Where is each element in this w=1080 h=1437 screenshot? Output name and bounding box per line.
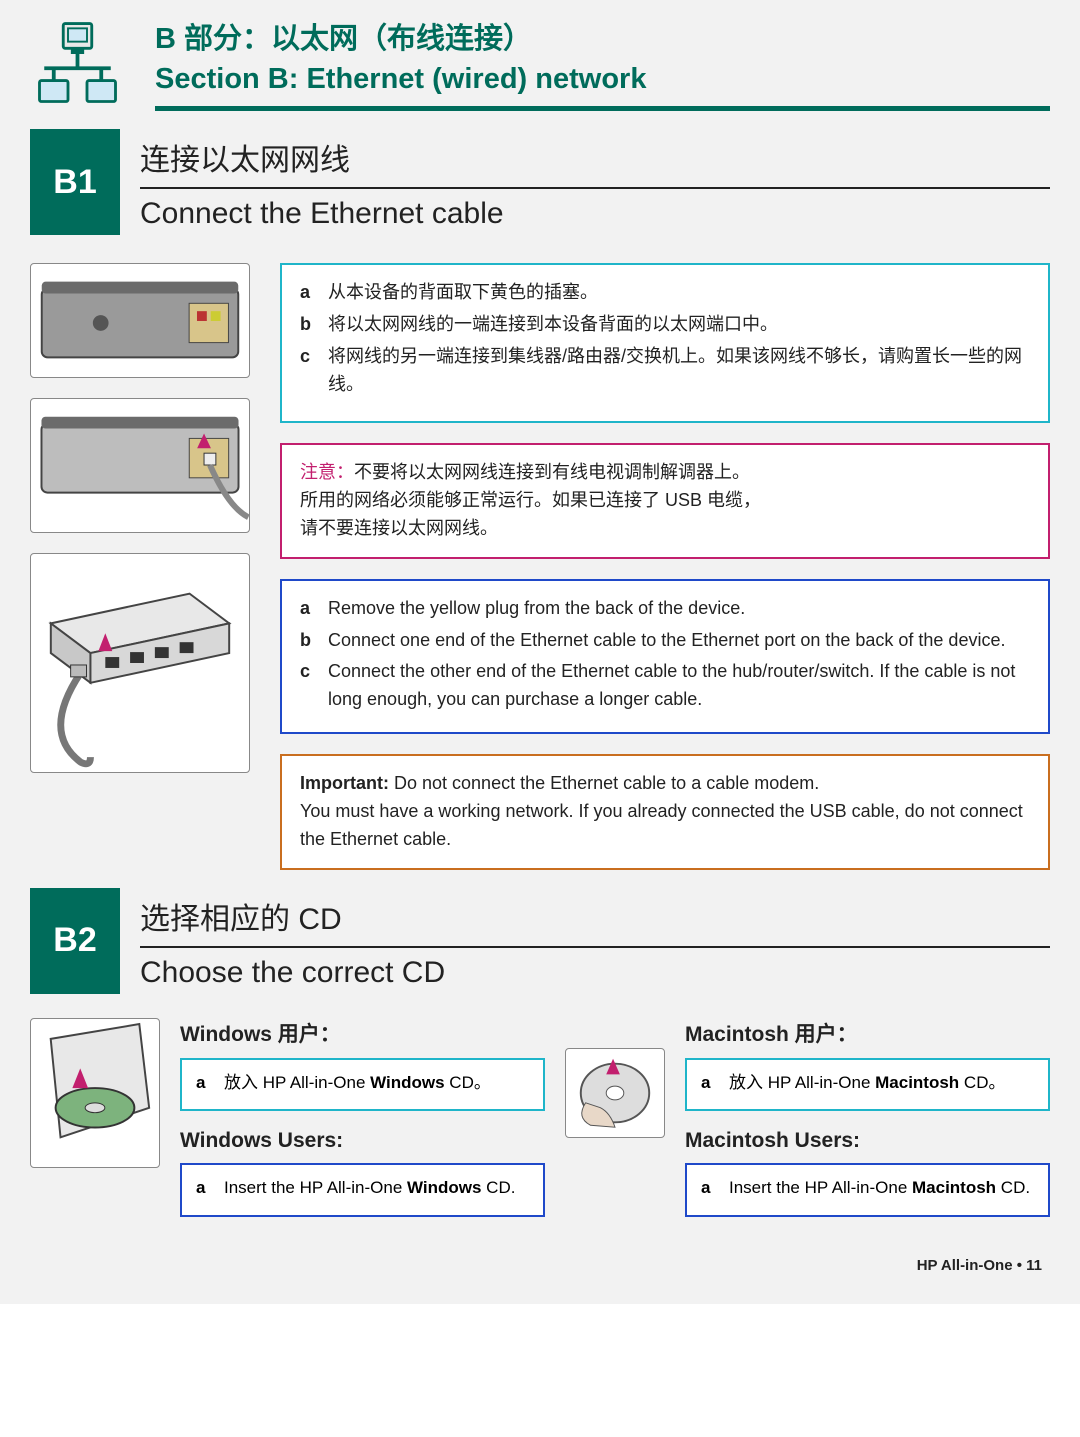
windows-instr-cn: 放入 HP All-in-One Windows CD。 (224, 1070, 529, 1096)
mac-instr-cn: 放入 HP All-in-One Macintosh CD。 (729, 1070, 1034, 1096)
mac-instr-en-box: aInsert the HP All-in-One Macintosh CD. (685, 1163, 1050, 1217)
instr-en-b: Connect one end of the Ethernet cable to… (328, 627, 1030, 655)
instr-cn-c: 将网线的另一端连接到集线器/路由器/交换机上。如果该网线不够长，请购置长一些的网… (328, 343, 1030, 399)
mac-heading-en: Macintosh Users: (685, 1129, 1050, 1153)
windows-column: Windows 用户： a放入 HP All-in-One Windows CD… (180, 1018, 545, 1217)
step-b2-titles: 选择相应的 CD Choose the correct CD (140, 888, 1050, 994)
note-en-line1: Do not connect the Ethernet cable to a c… (394, 773, 819, 793)
note-cn-line2: 所用的网络必须能够正常运行。如果已连接了 USB 电缆， (300, 487, 1030, 515)
windows-instr-en: Insert the HP All-in-One Windows CD. (224, 1175, 529, 1201)
instr-cn-a: 从本设备的背面取下黄色的插塞。 (328, 279, 1030, 307)
instr-cn-b: 将以太网网线的一端连接到本设备背面的以太网端口中。 (328, 311, 1030, 339)
mac-heading-cn: Macintosh 用户： (685, 1018, 1050, 1048)
step-b1-badge: B1 (30, 129, 120, 235)
note-cn-line1: 不要将以太网网线连接到有线电视调制解调器上。 (354, 462, 750, 482)
hub-illustration (30, 553, 250, 773)
mac-instr-cn-box: a放入 HP All-in-One Macintosh CD。 (685, 1058, 1050, 1112)
step-b1-titles: 连接以太网网线 Connect the Ethernet cable (140, 129, 1050, 235)
windows-heading-cn: Windows 用户： (180, 1018, 545, 1048)
printer-back-illustration-1 (30, 263, 250, 378)
cd-drive-illustration (30, 1018, 160, 1168)
note-en-box: Important: Do not connect the Ethernet c… (280, 754, 1050, 870)
header-title-cn: B 部分：以太网（布线连接） (155, 15, 1050, 57)
windows-instr-en-box: aInsert the HP All-in-One Windows CD. (180, 1163, 545, 1217)
step-b2-badge: B2 (30, 888, 120, 994)
mac-column: Macintosh 用户： a放入 HP All-in-One Macintos… (685, 1018, 1050, 1217)
header-titles: B 部分：以太网（布线连接） Section B: Ethernet (wire… (155, 15, 1050, 111)
step-b1-header: B1 连接以太网网线 Connect the Ethernet cable (30, 129, 1050, 235)
instr-en-c: Connect the other end of the Ethernet ca… (328, 658, 1030, 714)
note-en-line2: You must have a working network. If you … (300, 798, 1030, 854)
step-b2-content: Windows 用户： a放入 HP All-in-One Windows CD… (30, 1018, 1050, 1217)
instr-en-box: aRemove the yellow plug from the back of… (280, 579, 1050, 735)
step-b2-title-cn: 选择相应的 CD (140, 888, 1050, 948)
step-b1-illustrations (30, 263, 260, 870)
cd-hand-illustration (565, 1048, 665, 1138)
network-icon (30, 16, 125, 111)
windows-instr-cn-box: a放入 HP All-in-One Windows CD。 (180, 1058, 545, 1112)
page-footer: HP All-in-One • 11 (30, 1257, 1050, 1274)
section-header: B 部分：以太网（布线连接） Section B: Ethernet (wire… (30, 0, 1050, 111)
step-b1: B1 连接以太网网线 Connect the Ethernet cable (30, 129, 1050, 870)
step-b1-title-en: Connect the Ethernet cable (140, 189, 1050, 235)
step-b1-content: a从本设备的背面取下黄色的插塞。 b将以太网网线的一端连接到本设备背面的以太网端… (30, 263, 1050, 870)
note-en-label: Important: (300, 773, 394, 793)
page-container: B 部分：以太网（布线连接） Section B: Ethernet (wire… (0, 0, 1080, 1304)
note-cn-line3: 请不要连接以太网网线。 (300, 515, 1030, 543)
step-b2: B2 选择相应的 CD Choose the correct CD Window… (30, 888, 1050, 1217)
instr-cn-box: a从本设备的背面取下黄色的插塞。 b将以太网网线的一端连接到本设备背面的以太网端… (280, 263, 1050, 423)
printer-back-illustration-2 (30, 398, 250, 533)
step-b1-title-cn: 连接以太网网线 (140, 129, 1050, 189)
header-title-en: Section B: Ethernet (wired) network (155, 63, 1050, 111)
instr-en-a: Remove the yellow plug from the back of … (328, 595, 1030, 623)
step-b2-title-en: Choose the correct CD (140, 948, 1050, 994)
mac-instr-en: Insert the HP All-in-One Macintosh CD. (729, 1175, 1034, 1201)
note-cn-label: 注意： (300, 462, 354, 482)
windows-heading-en: Windows Users: (180, 1129, 545, 1153)
step-b1-boxes: a从本设备的背面取下黄色的插塞。 b将以太网网线的一端连接到本设备背面的以太网端… (280, 263, 1050, 870)
step-b2-header: B2 选择相应的 CD Choose the correct CD (30, 888, 1050, 994)
note-cn-box: 注意：不要将以太网网线连接到有线电视调制解调器上。 所用的网络必须能够正常运行。… (280, 443, 1050, 559)
